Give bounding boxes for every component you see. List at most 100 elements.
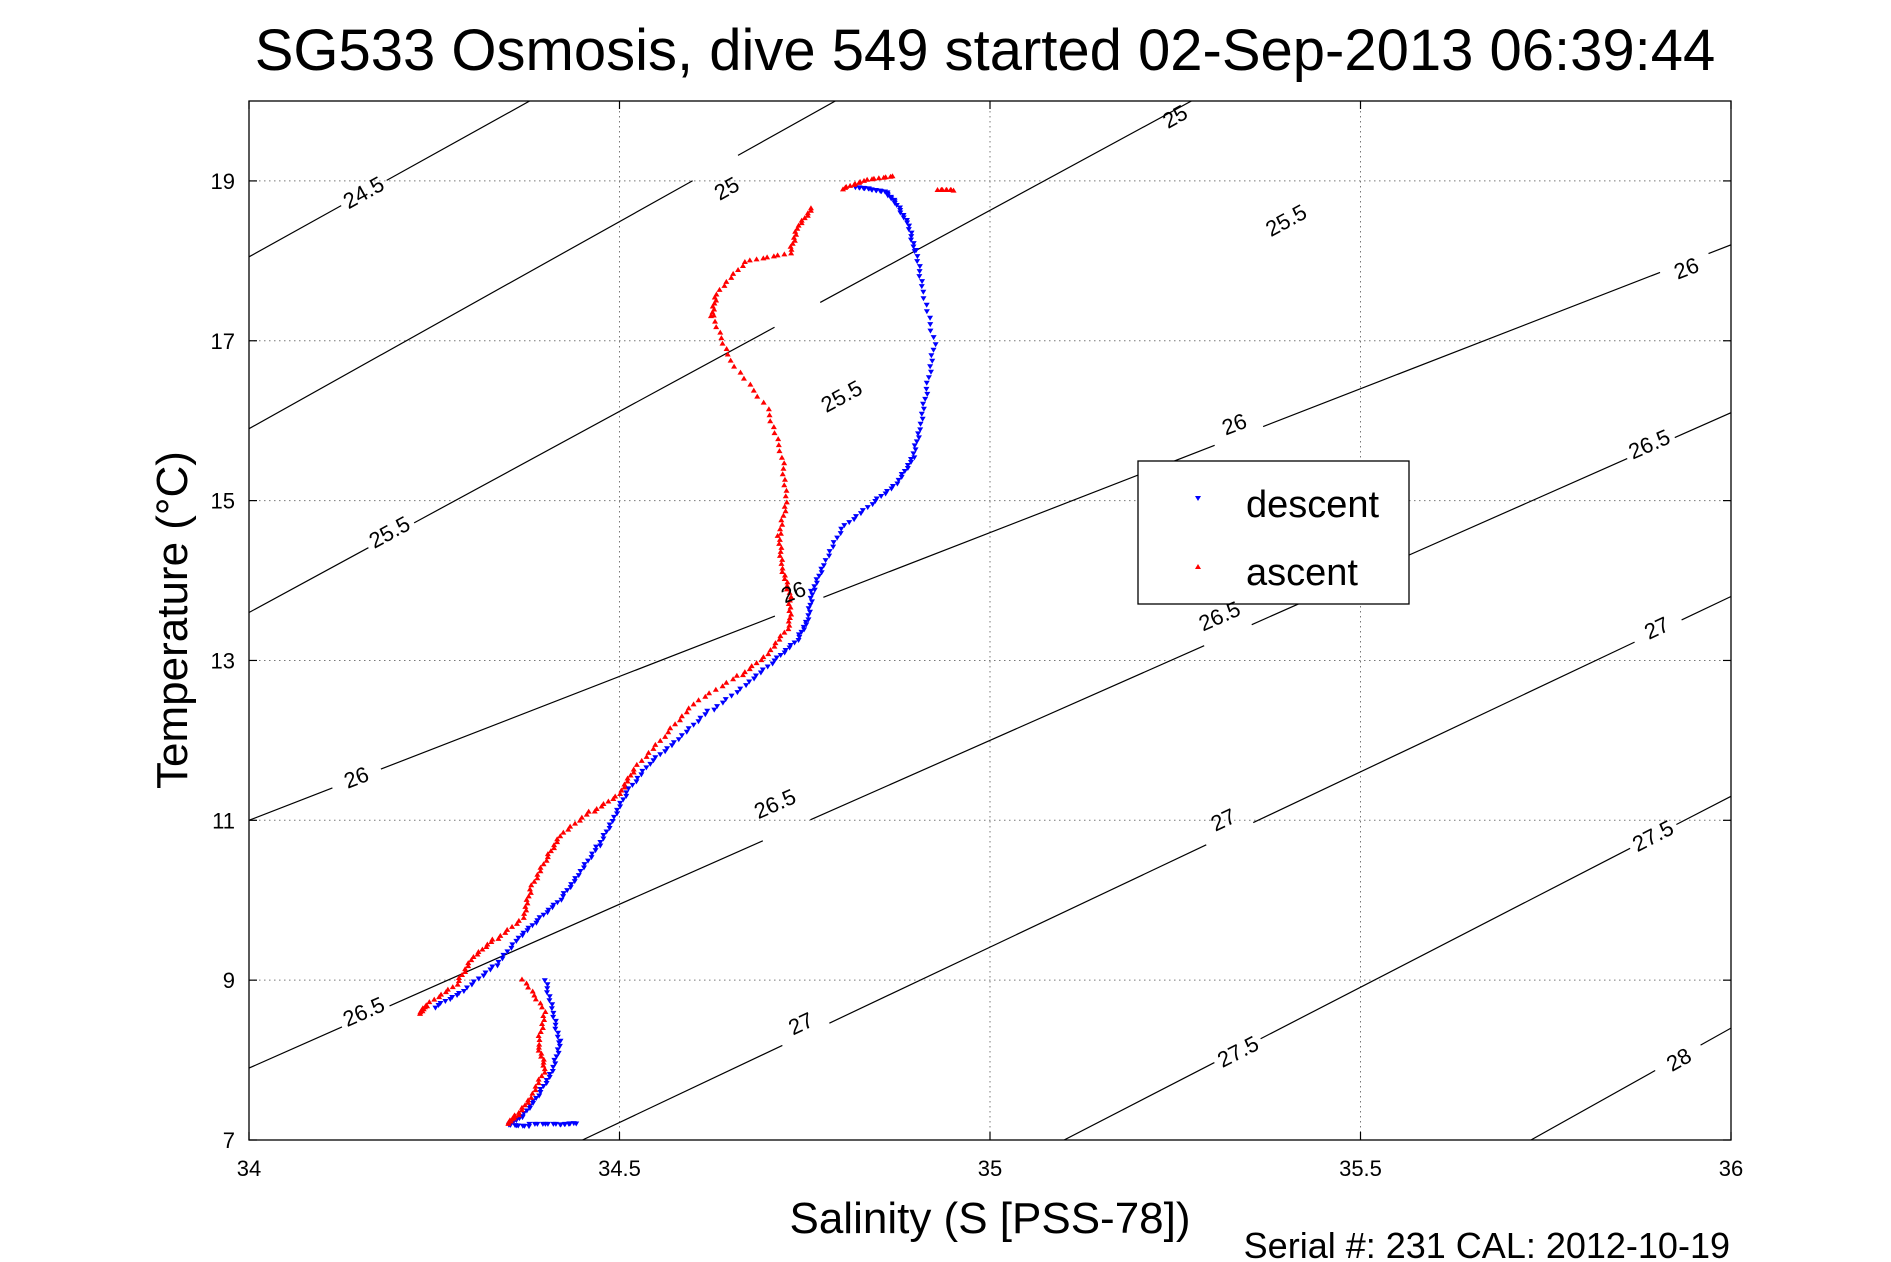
descent-point — [830, 544, 837, 550]
ascent-point — [776, 552, 783, 558]
ascent-point — [541, 1069, 548, 1075]
descent-point — [435, 1003, 442, 1009]
ascent-point — [778, 560, 785, 566]
ascent-point — [536, 1041, 543, 1047]
ascent-point — [804, 210, 811, 216]
descent-point — [704, 708, 711, 714]
ascent-point — [525, 1099, 532, 1105]
ascent-point — [737, 369, 744, 375]
descent-point — [614, 807, 621, 813]
descent-point — [914, 254, 921, 260]
descent-point — [617, 800, 624, 806]
descent-point — [526, 1124, 533, 1130]
ascent-point — [538, 1073, 545, 1079]
serial-cal-footer: Serial #: 231 CAL: 2012-10-19 — [1244, 1225, 1730, 1262]
ascent-point — [778, 544, 785, 550]
ascent-point — [776, 536, 783, 542]
descent-point — [905, 227, 912, 233]
descent-point — [882, 491, 889, 497]
descent-point — [916, 264, 923, 270]
isopycnal-line — [582, 1044, 783, 1140]
ascent-point — [728, 274, 735, 280]
ascent-point — [716, 286, 723, 292]
ascent-point — [643, 753, 650, 759]
descent-point — [536, 915, 543, 921]
descent-point — [581, 862, 588, 868]
ascent-point — [465, 963, 472, 969]
ascent-point — [785, 626, 792, 632]
descent-point — [917, 427, 924, 433]
descent-point — [537, 1086, 544, 1092]
ascent-point — [547, 848, 554, 854]
descent-point — [504, 949, 511, 955]
isopycnal-line — [1700, 1027, 1731, 1046]
ascent-point — [777, 633, 784, 639]
ascent-point — [426, 999, 433, 1005]
descent-point — [537, 1089, 544, 1095]
ascent-point — [864, 176, 871, 182]
contour-label: 25.5 — [817, 375, 867, 417]
ascent-point — [523, 907, 530, 913]
descent-point — [487, 967, 494, 973]
ascent-point — [753, 660, 760, 666]
ascent-point — [776, 636, 783, 642]
ascent-point — [875, 175, 882, 181]
descent-point — [685, 726, 692, 732]
descent-point — [664, 746, 671, 752]
descent-point — [482, 970, 489, 976]
ascent-point — [572, 820, 579, 826]
descent-point — [549, 1002, 556, 1008]
y-tick-label: 9 — [223, 968, 235, 993]
ascent-point — [778, 454, 785, 460]
descent-point — [650, 758, 657, 764]
ascent-point — [861, 177, 868, 183]
descent-point — [552, 1061, 559, 1067]
descent-point — [597, 839, 604, 845]
descent-point — [524, 928, 531, 934]
contour-label: 25 — [1158, 100, 1192, 134]
descent-point — [910, 241, 917, 247]
ascent-point — [887, 173, 894, 179]
isopycnal-line — [1708, 244, 1731, 255]
descent-point — [918, 411, 925, 417]
descent-point — [546, 1071, 553, 1077]
x-axis-label: Salinity (S [PSS-78]) — [789, 1194, 1190, 1243]
descent-point — [928, 353, 935, 359]
ascent-point — [657, 737, 664, 743]
ascent-point — [610, 796, 617, 802]
ascent-point — [760, 255, 767, 261]
descent-point — [499, 956, 506, 962]
descent-point — [807, 602, 814, 608]
y-tick-label: 11 — [212, 808, 235, 833]
descent-point — [567, 1121, 574, 1127]
ascent-point — [509, 923, 516, 929]
descent-point — [557, 1122, 564, 1128]
descent-point — [470, 979, 477, 985]
ascent-point — [764, 254, 771, 260]
descent-point — [910, 451, 917, 457]
isopycnal-line — [380, 615, 776, 770]
descent-point — [929, 358, 936, 364]
ascent-point — [750, 387, 757, 393]
ascent-point — [539, 1025, 546, 1031]
descent-point — [923, 302, 930, 308]
descent-point — [818, 566, 825, 572]
ascent-point — [551, 845, 558, 851]
isopycnal-line — [829, 844, 1207, 1024]
ascent-point — [754, 393, 761, 399]
descent-point — [908, 230, 915, 236]
ascent-point — [455, 978, 462, 984]
ascent-point — [781, 482, 788, 488]
ascent-point — [753, 256, 760, 262]
descent-point — [818, 570, 825, 576]
descent-point — [577, 869, 584, 875]
ascent-point — [662, 733, 669, 739]
ascent-point — [730, 676, 737, 682]
ascent-point — [683, 709, 690, 715]
ascent-point — [778, 517, 785, 523]
descent-point — [589, 851, 596, 857]
ascent-point — [774, 532, 781, 538]
descent-point — [513, 938, 520, 944]
descent-point — [546, 1074, 553, 1080]
ascent-point — [515, 1109, 522, 1115]
